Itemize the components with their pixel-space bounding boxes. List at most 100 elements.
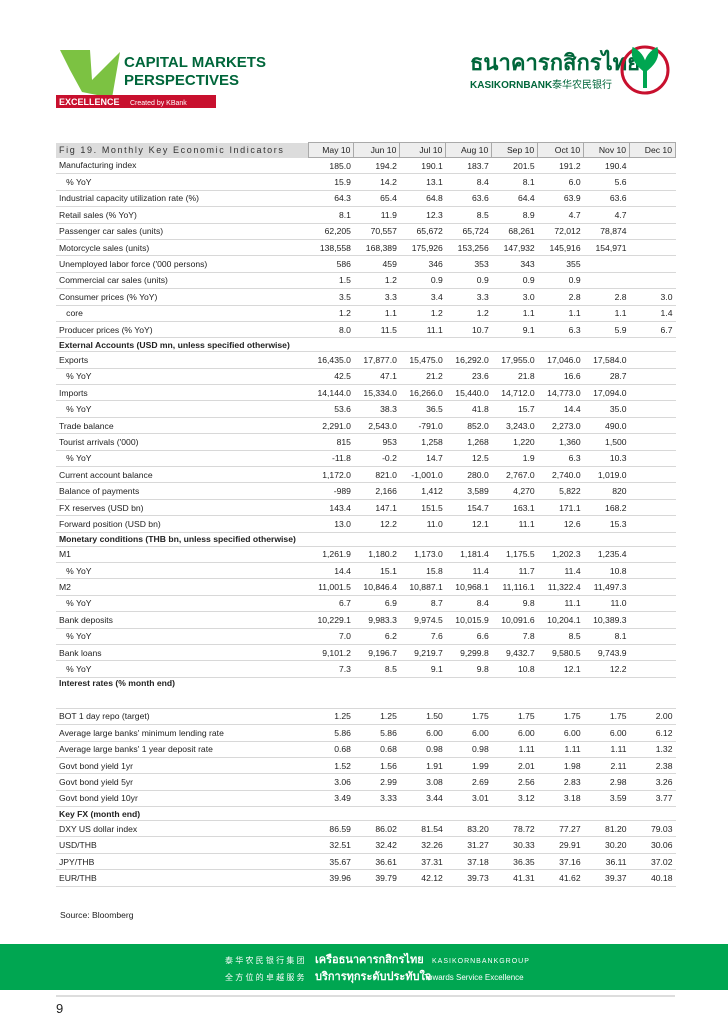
row-label: Bank deposits xyxy=(56,611,308,629)
row-label: Govt bond yield 1yr xyxy=(56,757,308,775)
cell: 3.12 xyxy=(491,790,538,808)
cell: 1.1 xyxy=(353,305,400,322)
bank-thai: ธนาคารกสิกรไทย xyxy=(470,49,640,75)
cell: 10,389.3 xyxy=(583,611,630,629)
cell: 86.02 xyxy=(353,820,400,838)
cell: 14,712.0 xyxy=(491,384,538,402)
cell: 343 xyxy=(491,255,538,273)
data-row: USD/THB 32.51 32.42 32.26 31.27 30.33 29.91 30.… xyxy=(56,836,676,854)
cell: 17,955.0 xyxy=(491,351,538,369)
cell xyxy=(629,515,676,533)
cell: 8.4 xyxy=(445,173,492,191)
cell: 38.3 xyxy=(353,400,400,418)
cell: 3.01 xyxy=(445,790,492,808)
cell: 1.2 xyxy=(399,305,446,322)
cell: 1.91 xyxy=(399,757,446,775)
cell xyxy=(629,433,676,451)
cell: 0.98 xyxy=(445,741,492,758)
cell: 15.8 xyxy=(399,562,446,580)
cell: -989 xyxy=(308,482,354,500)
section-title: Interest rates (% month end) xyxy=(56,677,676,709)
cell: 147.1 xyxy=(353,499,400,517)
data-row: Forward position (USD bn) 13.0 12.2 11.0 12.… xyxy=(56,515,676,533)
cell: 15,334.0 xyxy=(353,384,400,402)
cell: 190.1 xyxy=(399,157,446,175)
cell: 9,743.9 xyxy=(583,644,630,662)
cell: 17,877.0 xyxy=(353,351,400,369)
row-label: Consumer prices (% YoY) xyxy=(56,288,308,306)
cell: 3.0 xyxy=(629,288,676,306)
cell: 1,360 xyxy=(537,433,584,451)
cell: 36.5 xyxy=(399,400,446,418)
row-label: % YoY xyxy=(56,450,308,468)
section-title: Key FX (month end) xyxy=(56,806,676,822)
data-row: Exports 16,435.0 17,877.0 15,475.0 16,292.0 1… xyxy=(56,351,676,369)
cell: 0.9 xyxy=(445,272,492,290)
row-label: M2 xyxy=(56,578,308,596)
cell xyxy=(629,578,676,596)
cell: 5.9 xyxy=(583,321,630,339)
data-row: Unemployed labor force ('000 persons) 586… xyxy=(56,255,676,273)
cell: 65.4 xyxy=(353,190,400,208)
cell: 12.2 xyxy=(583,660,630,678)
cell: 586 xyxy=(308,255,354,273)
cell: 1.56 xyxy=(353,757,400,775)
cell: 1,261.9 xyxy=(308,546,354,563)
cell: 63.9 xyxy=(537,190,584,208)
footer-th1: เครือธนาคารกสิกรไทย xyxy=(315,952,424,966)
data-row: Industrial capacity utilization rate (%)… xyxy=(56,190,676,208)
data-row: Bank deposits 10,229.1 9,983.3 9,974.5 10,01… xyxy=(56,611,676,629)
cell: 17,584.0 xyxy=(583,351,630,369)
data-row: Balance of payments -989 2,166 1,412 3,589 4,… xyxy=(56,482,676,500)
bank-logo xyxy=(620,45,670,95)
data-row: Passenger car sales (units) 62,205 70,557 6… xyxy=(56,223,676,240)
footer: 泰 华 农 民 银 行 集 团 เครือธนาคารกสิกรไทย KASI… xyxy=(0,944,728,1016)
cell: 42.5 xyxy=(308,368,354,386)
cell: 11,497.3 xyxy=(583,578,630,596)
cell: 8.1 xyxy=(491,173,538,191)
cell: 0.98 xyxy=(399,741,446,758)
cell: 1,412 xyxy=(399,482,446,500)
excellence-bar xyxy=(56,95,216,108)
data-row: Motorcycle sales (units) 138,558 168,389 17… xyxy=(56,239,676,257)
cell: 3,243.0 xyxy=(491,417,538,435)
cell: 7.8 xyxy=(491,628,538,645)
cell: 6.00 xyxy=(491,724,538,742)
data-row: % YoY 7.3 8.5 9.1 9.8 10.8 12.1 12.2 xyxy=(56,660,676,678)
cell: 3.49 xyxy=(308,790,354,808)
data-row: Govt bond yield 5yr 3.06 2.99 3.08 2.69 2.56 2… xyxy=(56,773,676,791)
data-row: Average large banks' 1 year deposit rate… xyxy=(56,741,676,758)
bank-cn: 泰华农民银行 xyxy=(552,78,612,91)
cell: 1.1 xyxy=(491,305,538,322)
cell: 1.75 xyxy=(537,708,584,726)
cell: 3.3 xyxy=(445,288,492,306)
cell: 1.50 xyxy=(399,708,446,726)
row-label: % YoY xyxy=(56,660,308,678)
cell: 10,091.6 xyxy=(491,611,538,629)
cell: 65,724 xyxy=(445,223,492,240)
cell xyxy=(629,660,676,678)
cell: 11.0 xyxy=(399,515,446,533)
cell: 47.1 xyxy=(353,368,400,386)
column-header: Jun 10 xyxy=(353,142,401,158)
data-row: Tourist arrivals ('000) 815 953 1,258 1,268 1… xyxy=(56,433,676,451)
cell: 1,175.5 xyxy=(491,546,538,563)
cell: 81.20 xyxy=(583,820,630,838)
row-label: % YoY xyxy=(56,562,308,580)
row-label: Govt bond yield 10yr xyxy=(56,790,308,808)
cell: 6.6 xyxy=(445,628,492,645)
cell: 64.8 xyxy=(399,190,446,208)
cell: 1.9 xyxy=(491,450,538,468)
cell: 14.4 xyxy=(308,562,354,580)
data-row: % YoY 53.6 38.3 36.5 41.8 15.7 14.4 35.0 xyxy=(56,400,676,418)
cell: 280.0 xyxy=(445,466,492,484)
row-label: USD/THB xyxy=(56,836,308,854)
data-row: % YoY 6.7 6.9 8.7 8.4 9.8 11.1 11.0 xyxy=(56,595,676,613)
created-by: Created by KBank xyxy=(130,100,187,107)
cell: 194.2 xyxy=(353,157,400,175)
logo-k xyxy=(60,50,120,98)
cell: 6.7 xyxy=(629,321,676,339)
cell: 1.25 xyxy=(353,708,400,726)
cell xyxy=(629,546,676,563)
cell: 1.75 xyxy=(445,708,492,726)
